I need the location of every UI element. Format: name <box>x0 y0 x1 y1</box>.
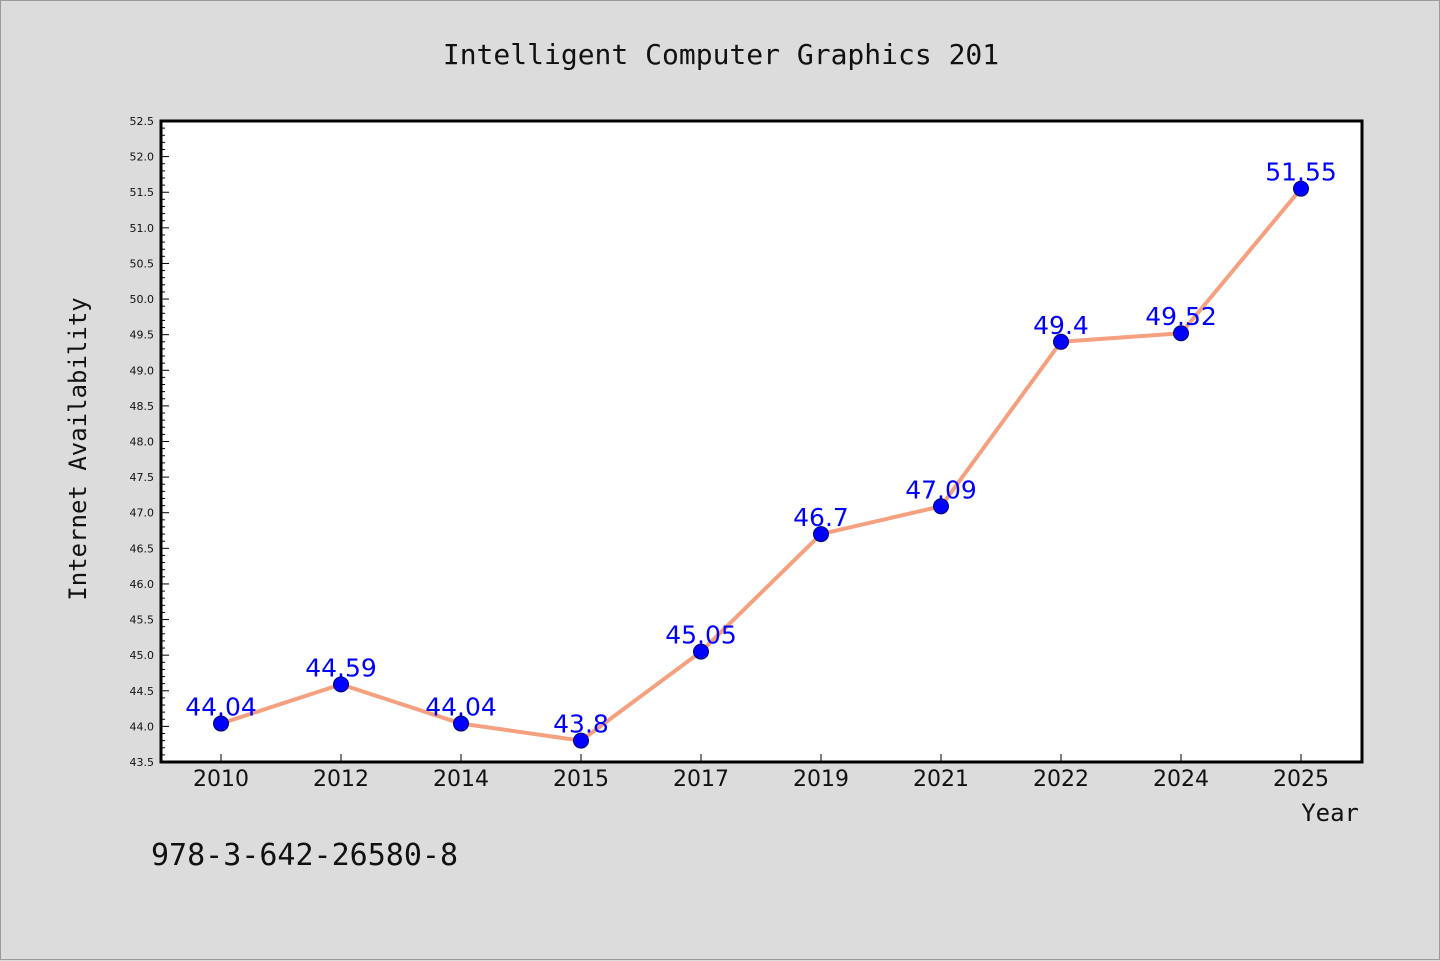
plot-area <box>159 119 1364 764</box>
data-point <box>1293 180 1309 197</box>
data-point <box>333 676 349 693</box>
y-tick-label: 50.5 <box>130 257 155 270</box>
data-point <box>213 715 229 732</box>
y-tick-label: 44.5 <box>130 685 155 698</box>
y-tick-label: 52.0 <box>130 151 155 164</box>
y-tick-label: 51.0 <box>130 222 155 235</box>
x-tick-label: 2022 <box>1033 767 1089 792</box>
data-label: 44.04 <box>185 693 257 722</box>
x-tick-label: 2021 <box>913 767 969 792</box>
data-label: 45.05 <box>665 621 737 650</box>
y-axis-title: Internet Availability <box>64 297 92 600</box>
x-tick-label: 2012 <box>313 767 369 792</box>
x-tick-label: 2010 <box>193 767 249 792</box>
data-point <box>1053 333 1069 350</box>
y-tick-label: 44.0 <box>130 720 155 733</box>
y-tick-label: 50.0 <box>130 293 155 306</box>
y-tick-label: 43.5 <box>130 756 155 769</box>
data-point <box>1173 325 1189 342</box>
y-tick-label: 48.5 <box>130 400 155 413</box>
y-tick-label: 45.0 <box>130 649 155 662</box>
data-point <box>813 526 829 543</box>
series-group <box>213 180 1309 749</box>
data-labels-group: 44.04 44.59 44.04 43.8 45.05 46.7 47.09 49.4 49.… <box>185 158 1337 739</box>
data-label: 46.7 <box>793 503 849 532</box>
y-tick-label: 46.0 <box>130 578 155 591</box>
y-tick-label: 45.5 <box>130 614 155 627</box>
data-label: 51.55 <box>1265 158 1337 187</box>
x-tick-label: 2017 <box>673 767 729 792</box>
x-tick-label: 2024 <box>1153 767 1209 792</box>
chart-title: Intelligent Computer Graphics 201 <box>443 38 999 71</box>
x-axis-title: Year <box>1301 799 1359 827</box>
data-label: 44.59 <box>305 653 377 682</box>
y-tick-label: 47.5 <box>130 471 155 484</box>
data-label: 47.09 <box>905 475 977 504</box>
x-tick-label: 2014 <box>433 767 489 792</box>
x-tick-label: 2025 <box>1273 767 1329 792</box>
x-axis: 2010 2012 2014 2015 2017 2019 2021 2022 2024 2025 <box>193 754 1329 792</box>
y-tick-label: 49.0 <box>130 364 155 377</box>
y-tick-label: 52.5 <box>130 115 155 128</box>
data-label: 43.8 <box>553 710 609 739</box>
x-tick-label: 2019 <box>793 767 849 792</box>
data-point <box>453 715 469 732</box>
data-label: 49.4 <box>1033 311 1089 340</box>
y-tick-label: 48.0 <box>130 436 155 449</box>
y-tick-label: 47.0 <box>130 507 155 520</box>
y-tick-label: 46.5 <box>130 542 155 555</box>
data-label: 44.04 <box>425 693 497 722</box>
data-point <box>693 643 709 660</box>
y-tick-label: 51.5 <box>130 186 155 199</box>
isbn-caption: 978-3-642-26580-8 <box>151 838 458 873</box>
y-tick-label: 49.5 <box>130 329 155 342</box>
series-line <box>219 186 1303 743</box>
data-label: 49.52 <box>1145 302 1217 331</box>
y-axis: 43.5 44.0 44.5 45.0 45.5 46.0 46.5 47.0 47.5 48.0… <box>130 115 169 769</box>
x-tick-label: 2015 <box>553 767 609 792</box>
data-point <box>573 732 589 749</box>
data-point <box>933 498 949 515</box>
